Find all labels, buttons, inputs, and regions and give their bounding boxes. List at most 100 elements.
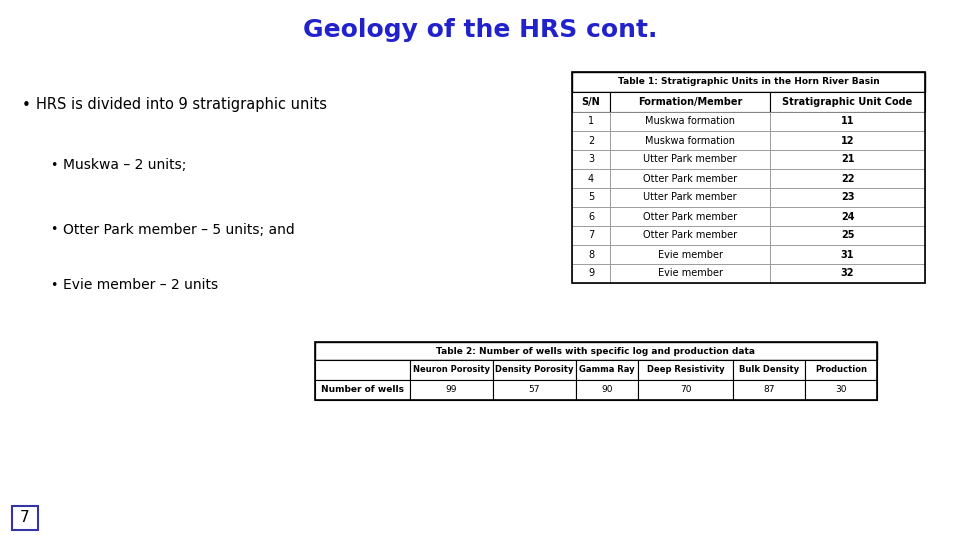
Bar xyxy=(572,72,925,283)
Bar xyxy=(610,207,770,226)
Text: 70: 70 xyxy=(680,386,691,395)
Bar xyxy=(805,360,877,380)
Text: Bulk Density: Bulk Density xyxy=(739,366,799,375)
Text: 1: 1 xyxy=(588,117,594,126)
Text: 24: 24 xyxy=(841,212,854,221)
Text: Density Porosity: Density Porosity xyxy=(495,366,574,375)
Text: Evie member: Evie member xyxy=(658,268,723,279)
Text: •: • xyxy=(50,279,58,292)
Bar xyxy=(410,380,493,400)
Text: Otter Park member: Otter Park member xyxy=(643,212,737,221)
Text: 5: 5 xyxy=(588,192,594,202)
Bar xyxy=(770,226,925,245)
Bar xyxy=(315,342,877,360)
Text: 99: 99 xyxy=(445,386,457,395)
Text: Deep Resistivity: Deep Resistivity xyxy=(647,366,724,375)
Text: Otter Park member: Otter Park member xyxy=(643,231,737,240)
Text: Muskwa – 2 units;: Muskwa – 2 units; xyxy=(63,158,186,172)
Text: 30: 30 xyxy=(835,386,847,395)
Bar xyxy=(733,360,805,380)
Text: 6: 6 xyxy=(588,212,594,221)
Text: Utter Park member: Utter Park member xyxy=(643,154,737,165)
Text: Muskwa formation: Muskwa formation xyxy=(645,136,735,145)
Text: Production: Production xyxy=(815,366,867,375)
Text: Formation/Member: Formation/Member xyxy=(637,97,742,107)
Bar xyxy=(410,360,493,380)
Bar xyxy=(572,92,610,112)
Bar xyxy=(770,207,925,226)
Bar xyxy=(610,131,770,150)
Text: Stratigraphic Unit Code: Stratigraphic Unit Code xyxy=(782,97,913,107)
Bar xyxy=(572,245,610,264)
Bar xyxy=(315,360,410,380)
Text: Otter Park member – 5 units; and: Otter Park member – 5 units; and xyxy=(63,223,295,237)
Text: Muskwa formation: Muskwa formation xyxy=(645,117,735,126)
Text: 8: 8 xyxy=(588,249,594,260)
Bar xyxy=(610,92,770,112)
Bar xyxy=(610,226,770,245)
Text: Gamma Ray: Gamma Ray xyxy=(579,366,635,375)
Text: 12: 12 xyxy=(841,136,854,145)
Bar xyxy=(610,150,770,169)
Bar xyxy=(805,380,877,400)
Bar xyxy=(572,72,925,92)
Text: Evie member: Evie member xyxy=(658,249,723,260)
Bar xyxy=(572,169,610,188)
Text: 57: 57 xyxy=(529,386,540,395)
Bar xyxy=(315,342,877,400)
Bar xyxy=(572,112,610,131)
Bar xyxy=(610,169,770,188)
Text: 9: 9 xyxy=(588,268,594,279)
Text: Table 2: Number of wells with specific log and production data: Table 2: Number of wells with specific l… xyxy=(437,347,756,355)
Text: Utter Park member: Utter Park member xyxy=(643,192,737,202)
Text: 11: 11 xyxy=(841,117,854,126)
Bar xyxy=(610,112,770,131)
Bar xyxy=(770,112,925,131)
Text: •: • xyxy=(50,159,58,172)
Text: S/N: S/N xyxy=(582,97,600,107)
Bar xyxy=(770,245,925,264)
Text: Table 1: Stratigraphic Units in the Horn River Basin: Table 1: Stratigraphic Units in the Horn… xyxy=(617,78,879,86)
Bar xyxy=(572,207,610,226)
Bar xyxy=(610,188,770,207)
Bar xyxy=(572,150,610,169)
Text: 2: 2 xyxy=(588,136,594,145)
Bar xyxy=(493,360,576,380)
Bar xyxy=(733,380,805,400)
Bar xyxy=(572,188,610,207)
Bar xyxy=(572,264,610,283)
Text: 21: 21 xyxy=(841,154,854,165)
Text: •: • xyxy=(22,98,31,112)
Text: Otter Park member: Otter Park member xyxy=(643,173,737,184)
Text: 3: 3 xyxy=(588,154,594,165)
Text: 23: 23 xyxy=(841,192,854,202)
Text: 7: 7 xyxy=(20,510,30,525)
Text: 87: 87 xyxy=(763,386,775,395)
Text: 32: 32 xyxy=(841,268,854,279)
Bar xyxy=(572,226,610,245)
Text: Number of wells: Number of wells xyxy=(321,386,404,395)
Text: 31: 31 xyxy=(841,249,854,260)
Text: •: • xyxy=(50,224,58,237)
Bar xyxy=(576,360,638,380)
Bar xyxy=(315,380,410,400)
Text: Evie member – 2 units: Evie member – 2 units xyxy=(63,278,218,292)
Bar xyxy=(770,92,925,112)
Bar xyxy=(770,131,925,150)
Text: 22: 22 xyxy=(841,173,854,184)
Text: Geology of the HRS cont.: Geology of the HRS cont. xyxy=(302,18,658,42)
Bar xyxy=(770,169,925,188)
Bar xyxy=(770,264,925,283)
Bar xyxy=(770,188,925,207)
Text: 25: 25 xyxy=(841,231,854,240)
Text: Neuron Porosity: Neuron Porosity xyxy=(413,366,490,375)
Bar xyxy=(576,380,638,400)
Bar xyxy=(638,380,733,400)
Bar xyxy=(572,131,610,150)
Bar xyxy=(12,506,38,530)
Bar xyxy=(610,245,770,264)
Text: 4: 4 xyxy=(588,173,594,184)
Bar xyxy=(638,360,733,380)
Bar xyxy=(610,264,770,283)
Text: HRS is divided into 9 stratigraphic units: HRS is divided into 9 stratigraphic unit… xyxy=(36,98,327,112)
